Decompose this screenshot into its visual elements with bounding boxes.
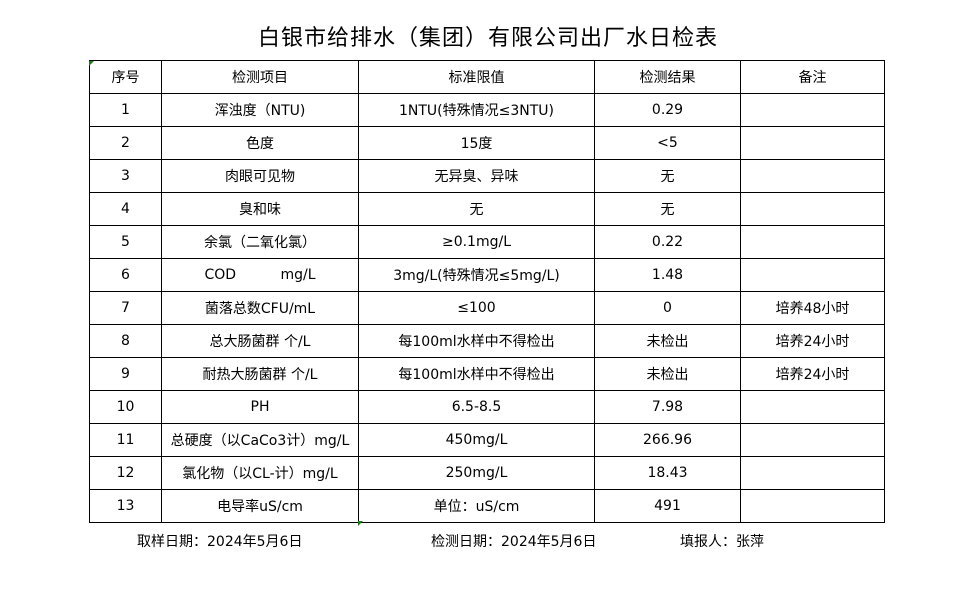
cell-item: 电导率uS/cm (161, 489, 359, 523)
cell-index: 7 (89, 291, 162, 325)
cell-item: 耐热大肠菌群 个/L (161, 357, 359, 391)
table-row: 2 色度 15度 <5 (89, 126, 885, 160)
cell-index: 13 (89, 489, 162, 523)
cell-item: 余氯（二氧化氯） (161, 225, 359, 259)
cell-item: 总硬度（以CaCo3计）mg/L (161, 423, 359, 457)
cell-result: 0.29 (594, 93, 741, 127)
cell-result: 无 (594, 159, 741, 193)
cell-remark: 培养24小时 (740, 357, 885, 391)
cell-index: 12 (89, 456, 162, 490)
header-remark: 备注 (740, 60, 885, 94)
table-row: 13 电导率uS/cm 单位：uS/cm 491 (89, 489, 885, 523)
cell-item: 氯化物（以CL-计）mg/L (161, 456, 359, 490)
cell-result: 0 (594, 291, 741, 325)
header-index: 序号 (89, 60, 162, 94)
cell-remark (740, 390, 885, 424)
cell-item: 色度 (161, 126, 359, 160)
cell-remark: 培养48小时 (740, 291, 885, 325)
cell-remark (740, 423, 885, 457)
table-row: 1 浑浊度（NTU) 1NTU(特殊情况≤3NTU) 0.29 (89, 93, 885, 127)
cell-remark (740, 489, 885, 523)
cell-index: 11 (89, 423, 162, 457)
table-row: 10 PH 6.5-8.5 7.98 (89, 390, 885, 424)
cell-index: 4 (89, 192, 162, 226)
table-row: 9 耐热大肠菌群 个/L 每100ml水样中不得检出 未检出 培养24小时 (89, 357, 885, 391)
cell-result: 0.22 (594, 225, 741, 259)
cell-remark (740, 456, 885, 490)
table-row: 12 氯化物（以CL-计）mg/L 250mg/L 18.43 (89, 456, 885, 490)
test-date: 检测日期：2024年5月6日 (431, 534, 597, 550)
cell-item: 臭和味 (161, 192, 359, 226)
cell-remark: 培养24小时 (740, 324, 885, 358)
cell-item: COD mg/L (161, 258, 359, 292)
cell-standard: ≥0.1mg/L (358, 225, 595, 259)
cell-marker-icon (89, 61, 94, 66)
header-standard: 标准限值 (358, 60, 595, 94)
cell-result: 18.43 (594, 456, 741, 490)
header-result: 检测结果 (594, 60, 741, 94)
cell-item: 总大肠菌群 个/L (161, 324, 359, 358)
reporter: 填报人：张萍 (680, 534, 764, 550)
cell-result: 未检出 (594, 324, 741, 358)
cell-standard: 无异臭、异味 (358, 159, 595, 193)
cell-index: 2 (89, 126, 162, 160)
cell-standard: 6.5-8.5 (358, 390, 595, 424)
cell-result: 491 (594, 489, 741, 523)
cell-remark (740, 126, 885, 160)
table-row: 3 肉眼可见物 无异臭、异味无 (89, 159, 885, 193)
cell-standard: 每100ml水样中不得检出 (358, 357, 595, 391)
cell-remark (740, 192, 885, 226)
cell-item: PH (161, 390, 359, 424)
cell-item: 浑浊度（NTU) (161, 93, 359, 127)
cell-item: 菌落总数CFU/mL (161, 291, 359, 325)
cell-result: 未检出 (594, 357, 741, 391)
cell-remark (740, 225, 885, 259)
cell-standard: 250mg/L (358, 456, 595, 490)
header-row: 序号 检测项目 标准限值 检测结果 备注 (89, 60, 885, 94)
cell-remark (740, 258, 885, 292)
cell-standard: 每100ml水样中不得检出 (358, 324, 595, 358)
inspection-table: 序号 检测项目 标准限值 检测结果 备注 1 浑浊度（NTU) 1NTU(特殊情况≤3NTU)… (89, 60, 885, 523)
table-row: 4 臭和味无无 (89, 192, 885, 226)
cell-index: 9 (89, 357, 162, 391)
cell-result: <5 (594, 126, 741, 160)
cell-result: 266.96 (594, 423, 741, 457)
table-row: 6 COD mg/L 3mg/L(特殊情况≤5mg/L) 1.48 (89, 258, 885, 292)
cell-item: 肉眼可见物 (161, 159, 359, 193)
cell-standard: 单位：uS/cm (358, 489, 595, 523)
cell-index: 8 (89, 324, 162, 358)
cell-standard: ≤100 (358, 291, 595, 325)
cell-standard: 1NTU(特殊情况≤3NTU) (358, 93, 595, 127)
page-title: 白银市给排水（集团）有限公司出厂水日检表 (257, 26, 718, 51)
cell-remark (740, 93, 885, 127)
cell-index: 5 (89, 225, 162, 259)
table-row: 8 总大肠菌群 个/L 每100ml水样中不得检出 未检出 培养24小时 (89, 324, 885, 358)
cell-index: 10 (89, 390, 162, 424)
sampling-date: 取样日期：2024年5月6日 (137, 534, 303, 550)
table-row: 7 菌落总数CFU/mL ≤100 0 培养48小时 (89, 291, 885, 325)
cell-standard: 15度 (358, 126, 595, 160)
cell-remark (740, 159, 885, 193)
table-row: 11 总硬度（以CaCo3计）mg/L 450mg/L 266.96 (89, 423, 885, 457)
cell-index: 3 (89, 159, 162, 193)
cell-standard: 450mg/L (358, 423, 595, 457)
cell-index: 1 (89, 93, 162, 127)
cell-result: 7.98 (594, 390, 741, 424)
cell-standard: 无 (358, 192, 595, 226)
cell-result: 无 (594, 192, 741, 226)
cell-standard: 3mg/L(特殊情况≤5mg/L) (358, 258, 595, 292)
cell-index: 6 (89, 258, 162, 292)
header-item: 检测项目 (161, 60, 359, 94)
cell-marker-icon (358, 521, 363, 526)
table-row: 5 余氯（二氧化氯） ≥0.1mg/L 0.22 (89, 225, 885, 259)
cell-result: 1.48 (594, 258, 741, 292)
